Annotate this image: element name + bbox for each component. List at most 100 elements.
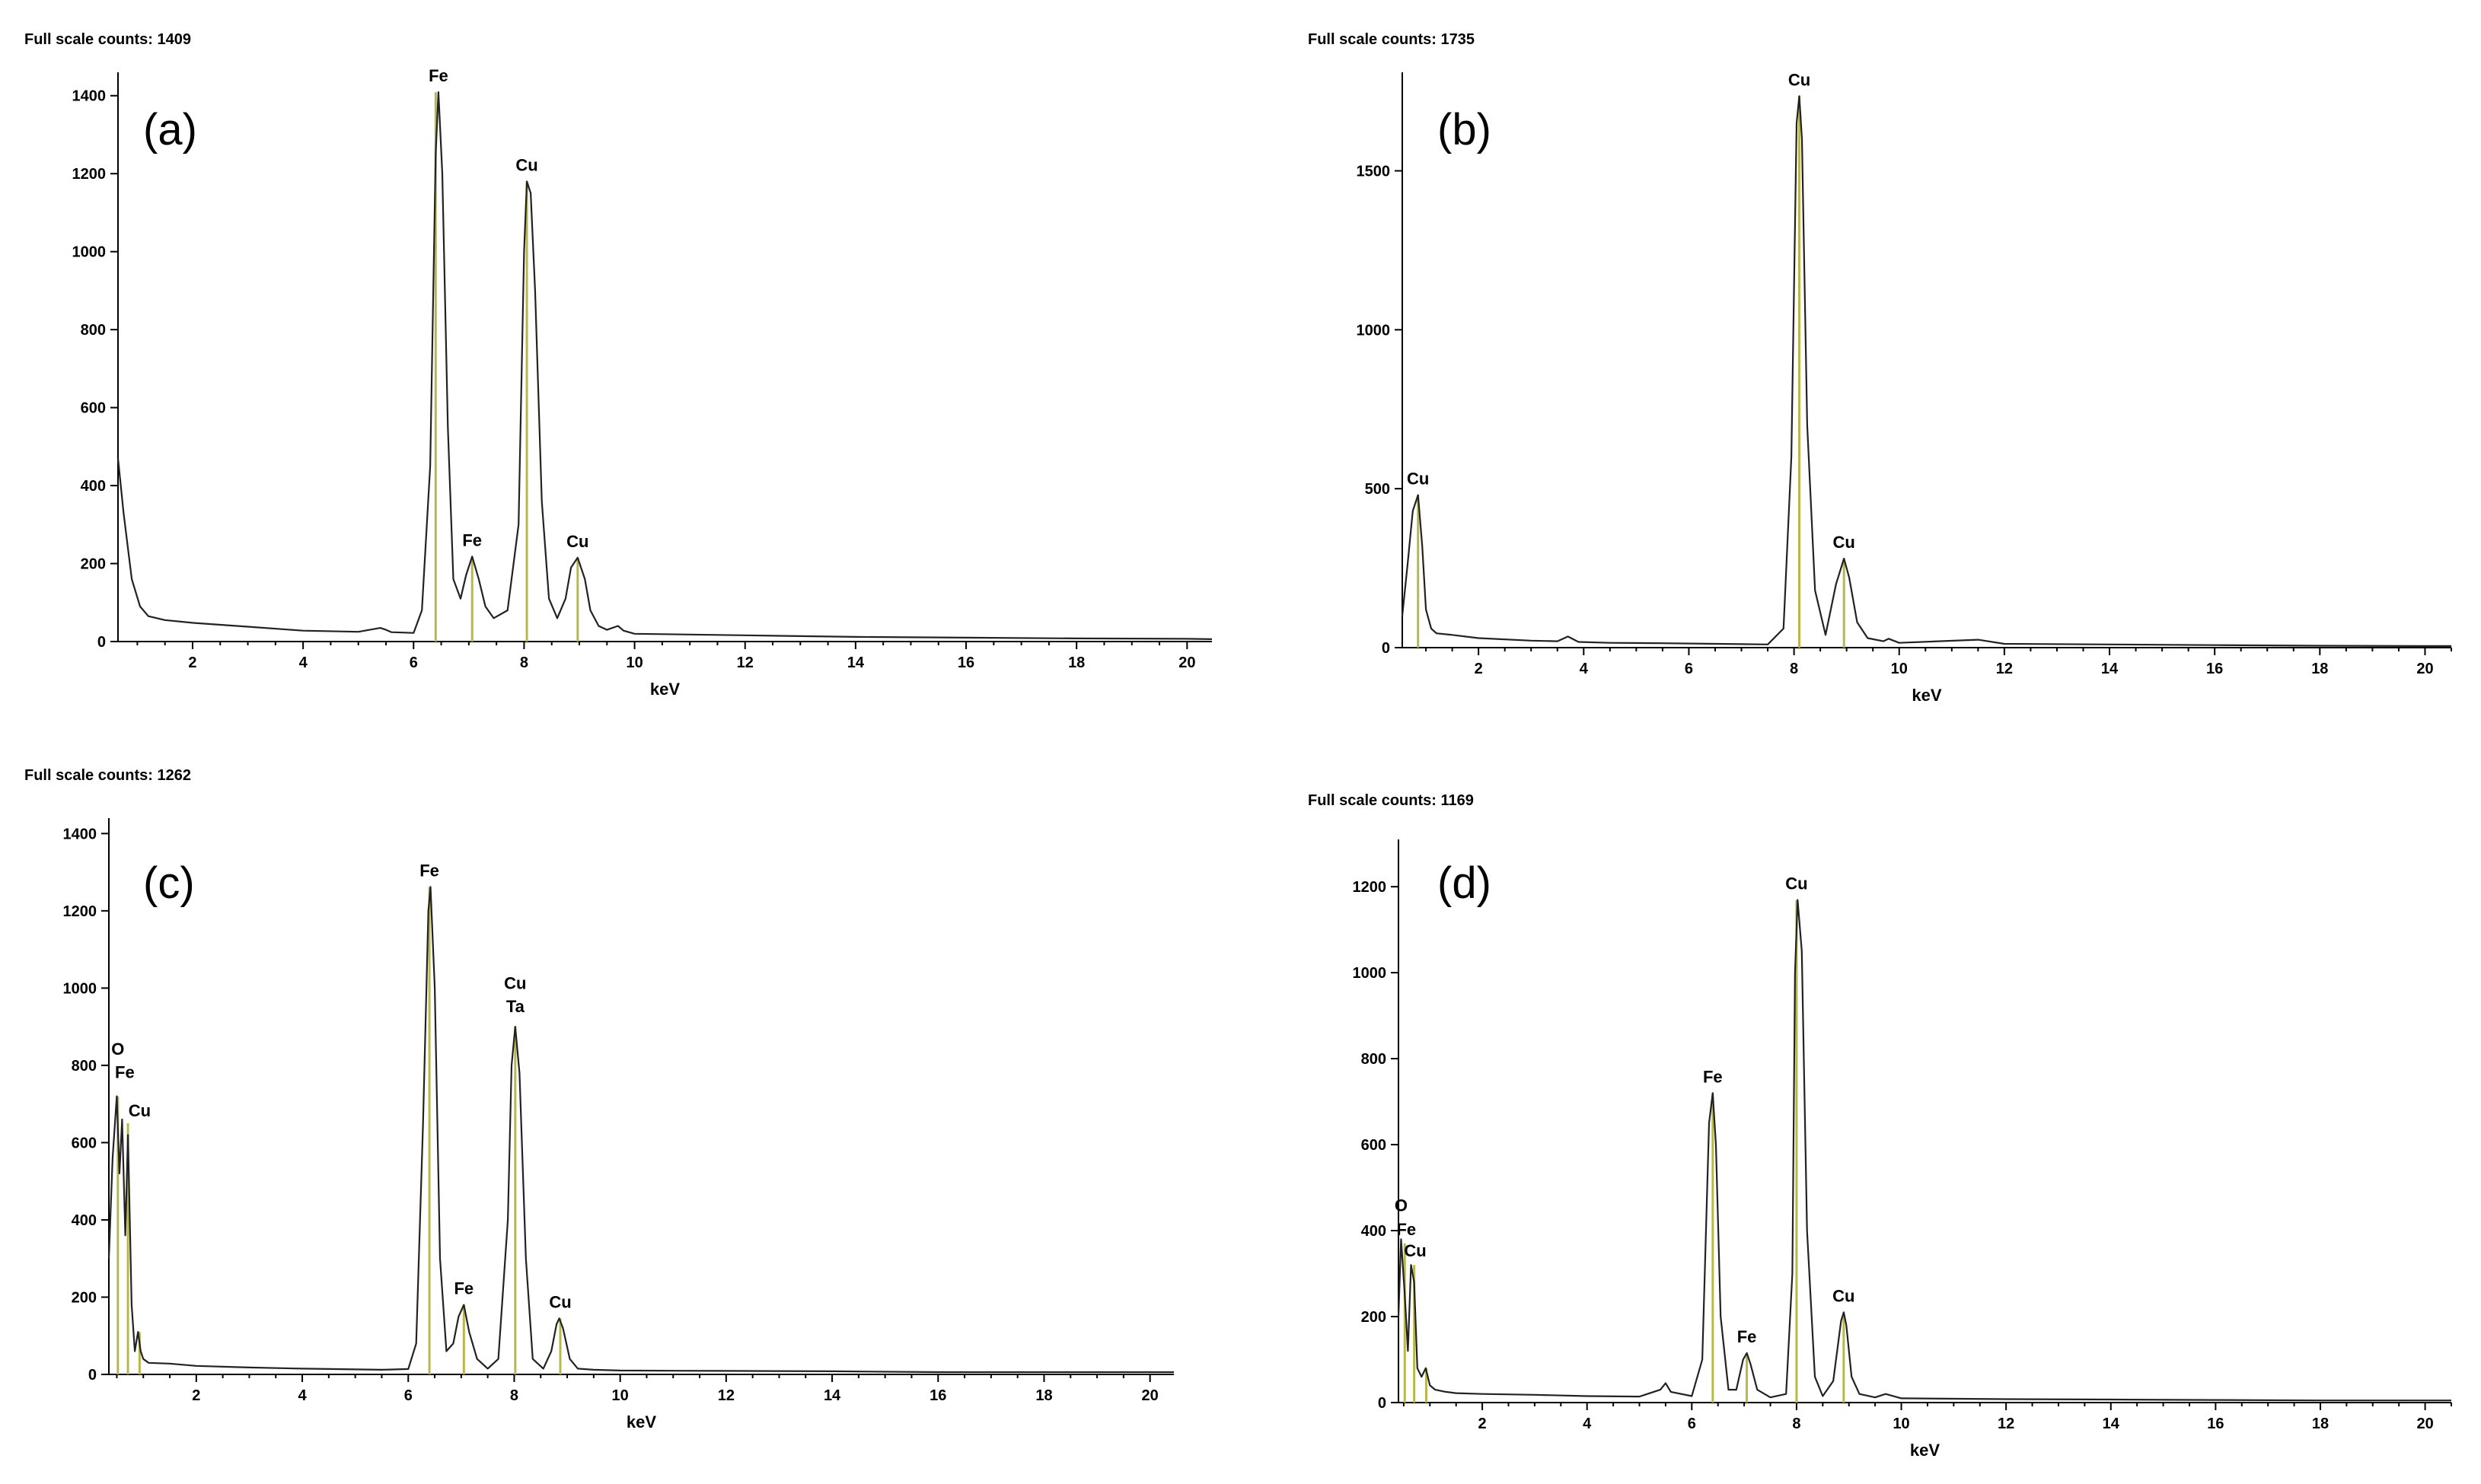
y-tick-label: 400 bbox=[72, 1212, 97, 1229]
spectrum-panel-2: Full scale counts: 1735 0 500 1000 1500 2 4 6 8 1… bbox=[1308, 31, 2452, 705]
peak-label: Cu bbox=[549, 1292, 571, 1311]
peak-label: Cu bbox=[515, 155, 537, 174]
x-tick-label: 2 bbox=[192, 1387, 200, 1404]
y-tick-label: 0 bbox=[1378, 1395, 1386, 1412]
peak-label: Fe bbox=[462, 530, 482, 549]
peak-label: Fe bbox=[115, 1062, 135, 1081]
x-tick-label: 4 bbox=[299, 654, 308, 671]
y-tick-label: 0 bbox=[1382, 640, 1390, 657]
x-tick-label: 4 bbox=[1583, 1416, 1592, 1432]
x-tick-label: 14 bbox=[2103, 1416, 2120, 1432]
y-tick-label: 800 bbox=[81, 322, 106, 339]
x-tick-label: 6 bbox=[1685, 661, 1693, 677]
x-tick-label: 16 bbox=[930, 1387, 946, 1404]
x-tick-label: 18 bbox=[2311, 661, 2328, 677]
peak-label: Fe bbox=[1396, 1220, 1416, 1239]
spectrum-trace bbox=[1401, 95, 2451, 648]
x-tick-label: 12 bbox=[718, 1387, 735, 1404]
y-tick-label: 400 bbox=[81, 478, 106, 495]
x-tick-label: 2 bbox=[188, 654, 196, 671]
peak-label: Cu bbox=[1785, 874, 1807, 893]
y-tick-label: 1000 bbox=[72, 244, 107, 261]
x-axis-label: keV bbox=[650, 680, 680, 699]
x-tick-label: 18 bbox=[1068, 654, 1085, 671]
full-scale-counts: Full scale counts: 1735 bbox=[1308, 31, 1475, 48]
peak-label: Cu bbox=[1404, 1241, 1426, 1260]
peak-label: Cu bbox=[1833, 533, 1855, 552]
x-tick-label: 6 bbox=[1688, 1416, 1696, 1432]
x-tick-label: 18 bbox=[2312, 1416, 2329, 1432]
panel-label: (b) bbox=[1437, 105, 1491, 154]
x-tick-label: 10 bbox=[626, 654, 643, 671]
x-tick-label: 14 bbox=[2101, 661, 2119, 677]
y-tick-label: 1400 bbox=[63, 826, 97, 842]
x-axis-label: keV bbox=[627, 1412, 656, 1431]
full-scale-counts: Full scale counts: 1169 bbox=[1308, 792, 1474, 809]
y-tick-label: 200 bbox=[1361, 1309, 1386, 1326]
full-scale-counts: Full scale counts: 1409 bbox=[24, 31, 191, 48]
peak-label: Fe bbox=[454, 1279, 474, 1298]
x-tick-label: 20 bbox=[1142, 1387, 1159, 1404]
y-tick-label: 1000 bbox=[1353, 965, 1387, 982]
y-tick-label: 1200 bbox=[63, 903, 97, 920]
spectrum-panel-3: Full scale counts: 1262 0 200 400 600 800 1000… bbox=[24, 767, 1174, 1431]
x-tick-label: 12 bbox=[1996, 661, 2013, 677]
x-tick-label: 6 bbox=[410, 654, 418, 671]
y-tick-label: 200 bbox=[72, 1289, 97, 1306]
spectrum-trace bbox=[107, 886, 1174, 1374]
y-tick-label: 0 bbox=[97, 634, 106, 651]
y-tick-label: 600 bbox=[81, 400, 106, 417]
x-tick-label: 8 bbox=[520, 654, 528, 671]
peak-label: Fe bbox=[429, 66, 448, 85]
x-tick-label: 8 bbox=[1790, 661, 1798, 677]
spectrum-panel-1: Full scale counts: 1409 0 200 400 600 800 1000… bbox=[24, 31, 1213, 699]
peak-label: Cu bbox=[1407, 470, 1429, 489]
x-tick-label: 18 bbox=[1035, 1387, 1052, 1404]
x-tick-label: 10 bbox=[1891, 661, 1908, 677]
y-tick-label: 1200 bbox=[72, 166, 107, 183]
y-tick-label: 1000 bbox=[1357, 322, 1391, 339]
y-tick-label: 800 bbox=[72, 1058, 97, 1075]
peak-label: O bbox=[111, 1040, 124, 1059]
x-tick-label: 10 bbox=[1893, 1416, 1909, 1432]
peak-label: Fe bbox=[1703, 1067, 1723, 1086]
x-tick-label: 2 bbox=[1475, 661, 1483, 677]
x-tick-label: 20 bbox=[2416, 1416, 2433, 1432]
spectrum-panel-4: Full scale counts: 1169 0 200 400 600 800 1000… bbox=[1308, 792, 2452, 1460]
peak-label: Cu bbox=[1788, 70, 1810, 89]
x-tick-label: 8 bbox=[510, 1387, 518, 1404]
y-tick-label: 800 bbox=[1361, 1051, 1386, 1068]
y-tick-label: 600 bbox=[72, 1135, 97, 1151]
y-tick-label: 600 bbox=[1361, 1137, 1386, 1154]
y-tick-label: 1400 bbox=[72, 88, 107, 105]
x-tick-label: 14 bbox=[847, 654, 865, 671]
full-scale-counts: Full scale counts: 1262 bbox=[24, 767, 191, 784]
panel-label: (c) bbox=[143, 858, 195, 908]
x-axis-label: keV bbox=[1910, 1441, 1940, 1460]
y-tick-label: 1000 bbox=[63, 980, 97, 997]
y-tick-label: 500 bbox=[1365, 481, 1390, 498]
x-tick-label: 12 bbox=[737, 654, 754, 671]
x-tick-label: 16 bbox=[2206, 661, 2223, 677]
peak-label: O bbox=[1395, 1196, 1408, 1215]
x-axis-label: keV bbox=[1912, 686, 1941, 705]
peak-label: Cu bbox=[566, 532, 588, 551]
x-tick-label: 16 bbox=[958, 654, 974, 671]
x-tick-label: 16 bbox=[2207, 1416, 2224, 1432]
x-tick-label: 4 bbox=[298, 1387, 307, 1404]
x-tick-label: 12 bbox=[1998, 1416, 2014, 1432]
spectrum-trace bbox=[116, 91, 1213, 640]
y-tick-label: 1500 bbox=[1357, 163, 1391, 180]
peak-label: Fe bbox=[419, 861, 439, 880]
x-tick-label: 10 bbox=[612, 1387, 629, 1404]
peak-label: Cu bbox=[1832, 1286, 1854, 1305]
y-tick-label: 0 bbox=[88, 1367, 97, 1384]
spectrum-trace bbox=[1397, 899, 2451, 1402]
peak-label: Cu bbox=[504, 974, 526, 993]
x-tick-label: 20 bbox=[1178, 654, 1195, 671]
peak-label: Fe bbox=[1737, 1327, 1757, 1346]
panel-label: (d) bbox=[1437, 858, 1491, 908]
x-tick-label: 4 bbox=[1580, 661, 1589, 677]
peak-label: Ta bbox=[506, 997, 525, 1016]
